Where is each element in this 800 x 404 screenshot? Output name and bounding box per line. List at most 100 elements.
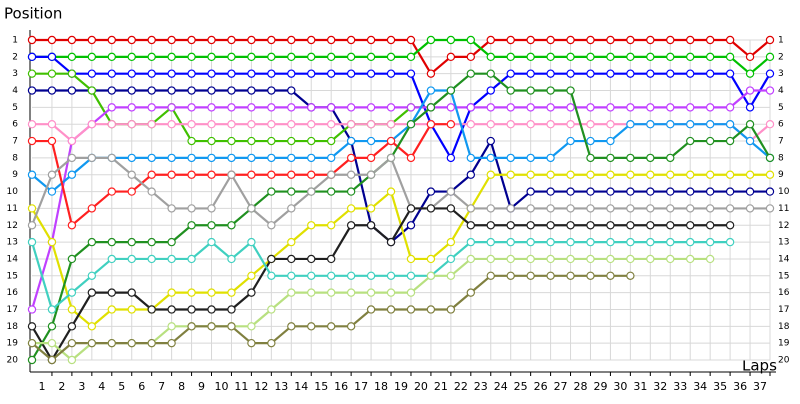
lap-marker <box>307 322 316 331</box>
lap-marker <box>307 221 316 230</box>
lap-marker <box>526 35 535 45</box>
lap-marker <box>326 35 336 45</box>
lap-marker <box>366 271 376 280</box>
lap-marker <box>506 204 515 213</box>
lap-marker <box>686 254 695 264</box>
lap-marker <box>386 103 396 112</box>
lap-marker <box>307 35 316 45</box>
lap-marker <box>386 69 396 78</box>
lap-marker <box>27 355 37 365</box>
lap-marker <box>406 52 416 62</box>
lap-marker <box>606 237 615 247</box>
lap-marker <box>67 86 77 95</box>
x-tick-label: 36 <box>733 380 747 393</box>
lap-marker <box>87 237 97 247</box>
lap-marker <box>725 237 735 247</box>
lap-marker <box>47 355 57 365</box>
lap-marker <box>187 288 196 297</box>
lap-marker <box>107 69 116 78</box>
lap-marker <box>87 204 97 213</box>
lap-marker <box>87 271 97 280</box>
lap-marker <box>686 170 695 179</box>
lap-marker <box>446 35 456 45</box>
lap-marker <box>27 86 37 95</box>
lap-marker <box>446 187 456 196</box>
lap-marker <box>87 69 97 78</box>
lap-marker <box>466 35 476 45</box>
lap-marker <box>486 69 495 78</box>
lap-marker <box>745 136 755 146</box>
lap-marker <box>366 103 376 112</box>
lap-marker <box>167 103 176 112</box>
lap-marker <box>247 204 256 213</box>
lap-marker <box>586 120 595 129</box>
lap-marker <box>506 153 515 163</box>
y-tick-label-right: 9 <box>778 170 784 180</box>
lap-marker <box>227 136 236 146</box>
lap-marker <box>107 52 116 62</box>
lap-marker <box>326 170 336 179</box>
y-tick-label: 6 <box>12 120 18 130</box>
lap-marker <box>227 69 236 78</box>
lap-marker <box>406 153 416 163</box>
lap-marker <box>346 69 356 78</box>
lap-marker <box>686 136 695 146</box>
lap-marker <box>526 271 535 280</box>
lap-marker <box>626 120 635 129</box>
lap-marker <box>187 136 196 146</box>
lap-marker <box>287 120 296 129</box>
lap-marker <box>725 187 735 196</box>
x-tick-label: 23 <box>474 380 488 393</box>
lap-marker <box>366 52 376 62</box>
lap-marker <box>686 69 695 78</box>
lap-marker <box>546 237 555 247</box>
lap-marker <box>207 153 216 163</box>
lap-marker <box>586 221 595 230</box>
y-tick-label: 1 <box>12 36 18 46</box>
lap-marker <box>586 52 595 62</box>
lap-marker <box>187 322 196 331</box>
lap-marker <box>147 86 156 95</box>
lap-marker <box>725 120 735 129</box>
lap-marker <box>326 288 336 297</box>
lap-marker <box>127 338 136 348</box>
lap-marker <box>67 254 77 264</box>
lap-marker <box>705 35 715 45</box>
x-tick-label: 18 <box>374 380 388 393</box>
lap-marker <box>247 86 256 95</box>
x-tick-label: 32 <box>653 380 667 393</box>
lap-marker <box>745 204 755 213</box>
lap-marker <box>267 271 276 280</box>
lap-marker <box>666 237 675 247</box>
y-tick-label-right: 13 <box>778 238 789 248</box>
x-tick-label: 1 <box>38 380 45 393</box>
x-tick-label: 20 <box>414 380 428 393</box>
lap-marker <box>406 120 416 129</box>
lap-marker <box>386 35 396 45</box>
lap-marker <box>67 170 77 179</box>
lap-marker <box>267 153 276 163</box>
lap-marker <box>546 271 555 280</box>
lap-marker <box>147 237 156 247</box>
lap-marker <box>526 187 535 196</box>
lap-marker <box>765 52 775 62</box>
lap-marker <box>87 322 97 331</box>
x-tick-label: 24 <box>494 380 508 393</box>
lap-marker <box>626 103 635 112</box>
lap-marker <box>227 170 236 179</box>
lap-marker <box>107 254 116 264</box>
lap-marker <box>227 52 236 62</box>
y-tick-label-right: 6 <box>778 120 784 130</box>
lap-marker <box>267 187 276 196</box>
lap-marker <box>386 237 396 247</box>
lap-marker <box>606 103 615 112</box>
lap-marker <box>446 153 456 163</box>
lap-marker <box>705 69 715 78</box>
lap-marker <box>27 136 37 146</box>
y-tick-label: 18 <box>7 322 19 332</box>
lap-marker <box>346 322 356 331</box>
lap-marker <box>207 221 216 230</box>
lap-marker <box>586 69 595 78</box>
lap-marker <box>446 52 456 62</box>
series-line <box>32 89 770 244</box>
